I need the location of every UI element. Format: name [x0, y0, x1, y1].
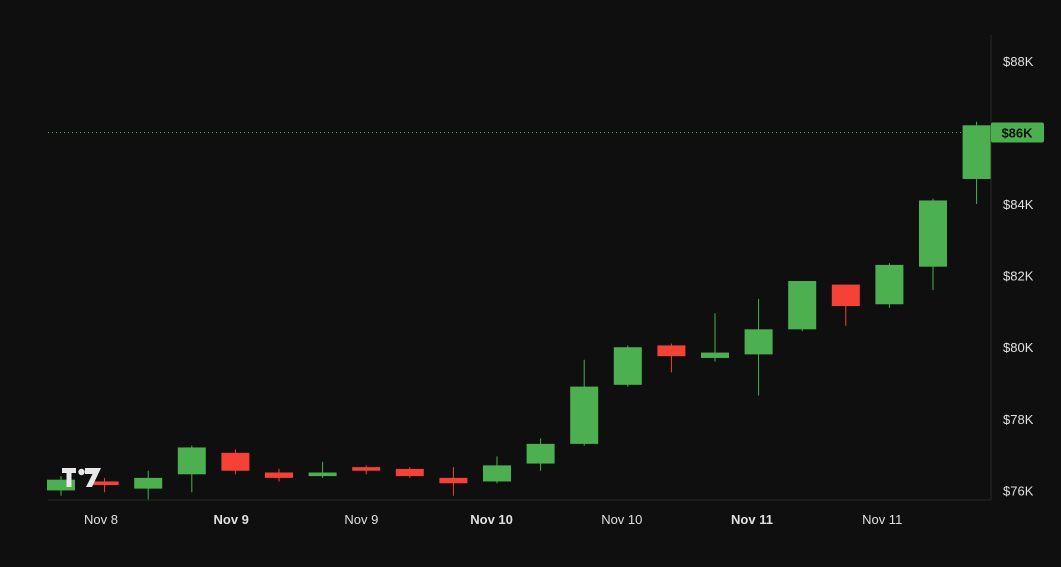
y-tick-label: $88K — [1003, 54, 1034, 69]
candle — [570, 359, 599, 446]
tradingview-logo-icon[interactable] — [62, 468, 101, 487]
candle — [788, 281, 817, 332]
candle-body — [570, 386, 599, 444]
candle — [47, 476, 75, 496]
x-tick-label: Nov 8 — [84, 512, 118, 527]
candle — [744, 298, 773, 396]
candle — [875, 263, 904, 308]
candle — [395, 467, 424, 478]
candle-body — [352, 467, 381, 471]
x-tick-label: Nov 10 — [470, 512, 513, 527]
candle-body — [308, 472, 337, 477]
candle-body — [177, 447, 206, 475]
candle — [962, 121, 991, 205]
candle — [134, 470, 163, 500]
candle-body — [701, 352, 729, 358]
candle-body — [483, 465, 511, 482]
candle-body — [526, 443, 555, 464]
candle — [613, 345, 642, 387]
x-tick-label: Nov 10 — [601, 512, 642, 527]
candle-body — [657, 345, 686, 357]
x-tick-label: Nov 9 — [213, 512, 248, 527]
y-tick-label: $78K — [1003, 412, 1034, 427]
candle — [701, 313, 729, 362]
candle — [526, 438, 555, 471]
candle — [352, 465, 381, 475]
candle — [177, 445, 206, 493]
candle — [439, 467, 468, 496]
x-tick-label: Nov 9 — [344, 512, 378, 527]
candle-body — [744, 329, 773, 355]
candle — [265, 468, 293, 482]
candle-body — [962, 125, 991, 179]
candle-body — [134, 477, 163, 489]
candle — [657, 343, 686, 373]
candle-body — [90, 481, 119, 486]
candle — [221, 449, 250, 475]
x-tick-label: Nov 11 — [731, 512, 773, 527]
candle-body — [613, 347, 642, 385]
candle-body — [47, 479, 75, 491]
candle-body — [831, 284, 860, 307]
candle-body — [395, 468, 424, 477]
y-tick-label: $82K — [1003, 269, 1034, 284]
x-tick-label: Nov 11 — [862, 512, 902, 527]
candle — [919, 198, 947, 290]
candle-body — [265, 472, 293, 478]
last-price-label: $86K — [1001, 125, 1033, 140]
candle — [90, 477, 119, 493]
time-axis[interactable]: Nov 8 Nov 9 Nov 9 Nov 10 Nov 10 Nov 11 Nov 11 — [84, 512, 902, 527]
y-tick-label: $84K — [1003, 197, 1034, 212]
candle-body — [439, 477, 468, 484]
y-tick-label: $76K — [1003, 483, 1034, 498]
candle-body — [788, 281, 817, 330]
candle-body — [221, 452, 250, 471]
candle — [831, 284, 860, 326]
candle-body — [875, 264, 904, 305]
candle-body — [919, 200, 947, 267]
candle — [308, 461, 337, 478]
last-price-marker: $86K — [991, 122, 1044, 143]
candle — [483, 456, 511, 484]
last-price-box — [991, 122, 1044, 143]
candles-layer — [47, 121, 991, 500]
y-tick-label: $80K — [1003, 340, 1034, 355]
